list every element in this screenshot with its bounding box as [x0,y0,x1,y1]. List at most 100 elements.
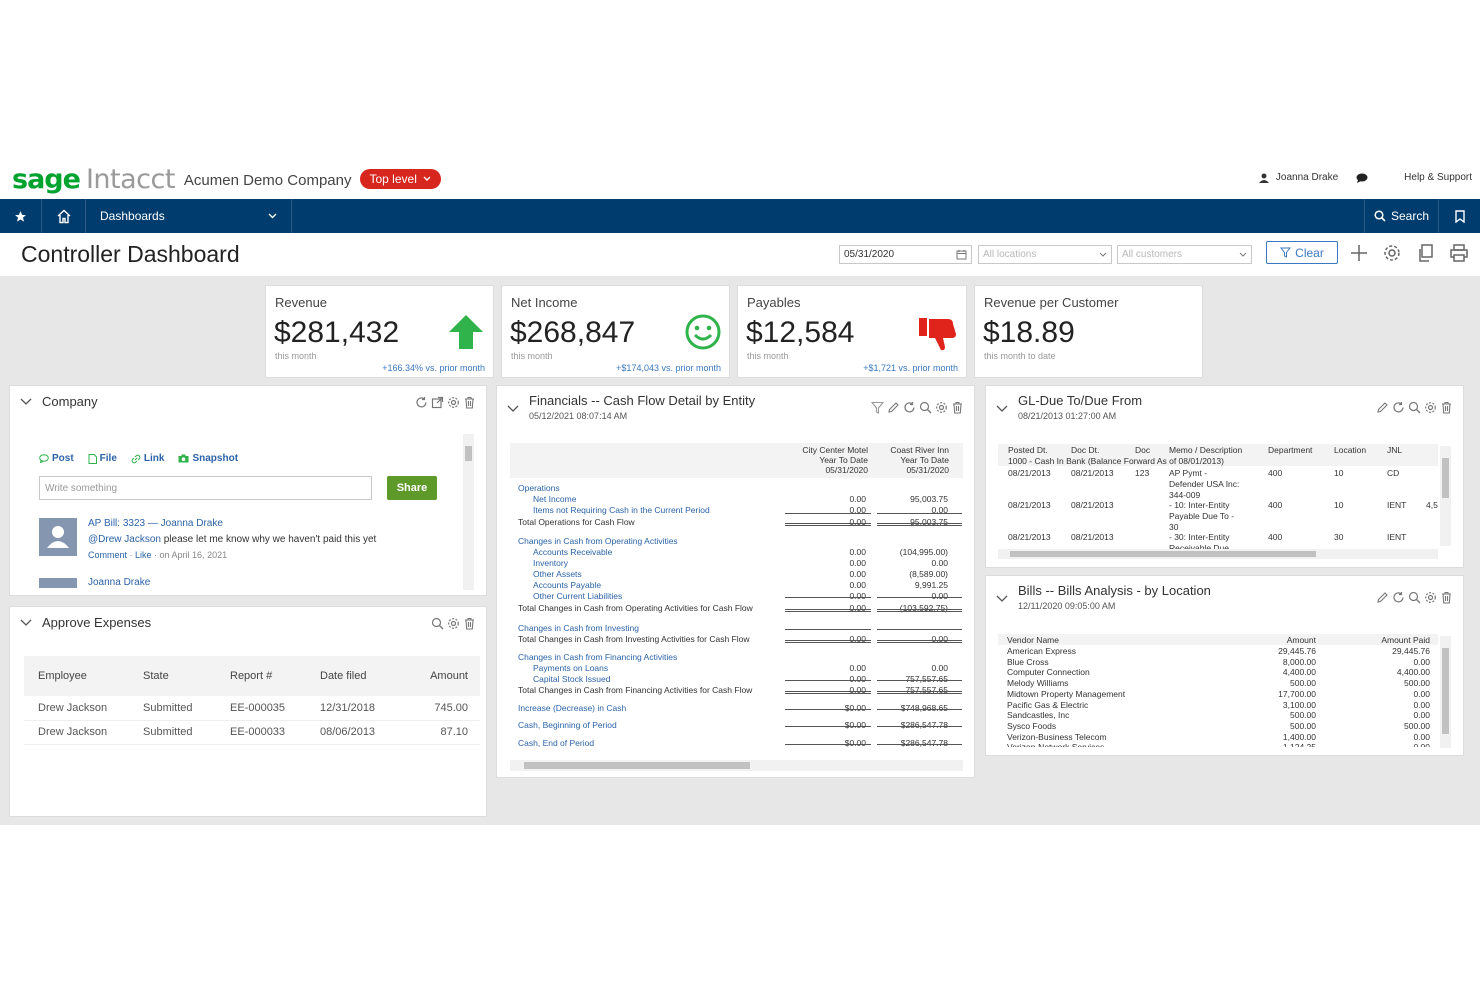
search-icon[interactable] [919,401,932,414]
tab-file[interactable]: File [88,453,117,464]
copy-icon[interactable] [1416,243,1436,263]
feed-scrollbar[interactable] [463,434,474,590]
col-header[interactable]: Date filed [306,656,391,696]
collapse-chevron-icon[interactable] [20,619,32,627]
cell-report[interactable]: EE-000035 [216,696,306,721]
collapse-chevron-icon[interactable] [996,595,1008,603]
report-row-label[interactable]: Total Changes in Cash from Financing Act… [518,685,753,695]
table-row[interactable]: Drew Jackson Submitted EE-000033 08/06/2… [24,720,480,745]
refresh-icon[interactable] [1392,591,1405,604]
clear-filters-button[interactable]: Clear [1266,241,1338,264]
cell-vendor[interactable]: Melody Williams [1007,678,1069,689]
scrollbar-thumb[interactable] [1442,648,1449,734]
kpi-card-revenue-per-customer[interactable]: Revenue per Customer $18.89 this month t… [974,285,1203,378]
kpi-card-net-income[interactable]: Net Income $268,847 this month +$174,043… [501,285,730,378]
report-row-label[interactable]: Other Current Liabilities [533,591,623,601]
pencil-icon[interactable] [1376,591,1389,604]
report-row-label[interactable]: Total Operations for Cash Flow [518,517,635,527]
cell-vendor[interactable]: Sysco Foods [1007,720,1057,731]
locations-select[interactable]: All locations [978,245,1112,264]
refresh-icon[interactable] [903,401,916,414]
user-menu[interactable]: Joanna Drake [1258,172,1338,183]
report-row-label[interactable]: Increase (Decrease) in Cash [518,703,627,713]
messages-button[interactable] [1356,173,1386,183]
customers-select[interactable]: All customers [1117,245,1252,264]
kpi-card-payables[interactable]: Payables $12,584 this month +$1,721 vs. … [737,285,967,378]
print-icon[interactable] [1449,243,1469,263]
filter-icon[interactable] [871,401,884,414]
cell-vendor[interactable]: Computer Connection [1007,667,1090,678]
gear-icon[interactable] [1382,243,1402,263]
gear-icon[interactable] [447,617,460,630]
report-row-label[interactable]: Operations [518,483,560,493]
bills-vscrollbar[interactable] [1440,636,1451,748]
report-row-label[interactable]: Other Assets [533,569,582,579]
tab-link[interactable]: Link [131,453,164,464]
scrollbar-thumb[interactable] [1442,458,1449,498]
bookmark-button[interactable] [1438,199,1480,233]
collapse-chevron-icon[interactable] [996,405,1008,413]
cell-vendor[interactable]: Blue Cross [1007,656,1049,667]
pencil-icon[interactable] [1376,401,1389,414]
dashboards-menu[interactable]: Dashboards [86,199,292,233]
refresh-icon[interactable] [415,396,428,409]
report-row-label[interactable]: Capital Stock Issued [533,674,611,684]
report-row-label[interactable]: Net Income [533,494,577,504]
gl-vscrollbar[interactable] [1440,446,1451,546]
report-row-label[interactable]: Changes in Cash from Operating Activitie… [518,536,678,546]
gear-icon[interactable] [1424,591,1437,604]
report-row-label[interactable]: Inventory [533,558,568,568]
search-button[interactable]: Search [1364,199,1438,233]
scrollbar-thumb[interactable] [465,446,472,461]
post-input[interactable]: Write something [39,476,372,500]
trash-icon[interactable] [1440,591,1453,604]
col-header[interactable]: State [129,656,216,696]
add-icon[interactable] [1349,243,1369,263]
refresh-icon[interactable] [1392,401,1405,414]
cell-doc[interactable]: 123 [1135,468,1150,478]
trash-icon[interactable] [463,617,476,630]
col-header[interactable]: Report # [216,656,306,696]
sage-logo[interactable]: sage [12,163,81,195]
report-row-label[interactable]: Payments on Loans [533,663,609,673]
scrollbar-thumb[interactable] [524,762,750,769]
pencil-icon[interactable] [887,401,900,414]
table-row[interactable]: Drew Jackson Submitted EE-000035 12/31/2… [24,696,480,721]
report-row-label[interactable]: Total Changes in Cash from Investing Act… [518,634,750,644]
search-icon[interactable] [1408,401,1421,414]
report-row-label[interactable]: Changes in Cash from Investing [518,623,639,633]
cell-vendor[interactable]: Pacific Gas & Electric [1007,699,1089,710]
report-row-label[interactable]: Cash, Beginning of Period [518,720,617,730]
scrollbar-thumb[interactable] [1010,551,1316,557]
tab-snapshot[interactable]: Snapshot [178,453,238,464]
report-hscrollbar[interactable] [510,760,963,771]
cell-vendor[interactable]: American Express [1007,646,1076,656]
search-icon[interactable] [431,617,444,630]
entity-level-dropdown[interactable]: Top level [359,169,441,189]
cell-vendor[interactable]: Midtown Property Management [1007,688,1126,699]
favorites-button[interactable] [0,199,42,233]
like-link[interactable]: Like [135,550,152,560]
gear-icon[interactable] [1424,401,1437,414]
tab-post[interactable]: Post [39,453,74,464]
help-link[interactable]: Help & Support [1404,172,1472,183]
gear-icon[interactable] [447,396,460,409]
collapse-chevron-icon[interactable] [507,405,519,413]
comment-link[interactable]: Comment [88,550,128,560]
external-link-icon[interactable] [431,396,444,409]
cell-vendor[interactable]: Sandcastles, Inc [1007,710,1070,721]
date-filter[interactable]: 05/31/2020 [839,245,972,264]
report-row-label[interactable]: Total Changes in Cash from Operating Act… [518,603,753,613]
share-button[interactable]: Share [387,476,437,500]
trash-icon[interactable] [1440,401,1453,414]
col-header[interactable]: Employee [24,656,129,696]
kpi-card-revenue[interactable]: Revenue $281,432 this month +166.34% vs.… [265,285,494,378]
trash-icon[interactable] [951,401,964,414]
cell-report[interactable]: EE-000033 [216,720,306,745]
cell-vendor[interactable]: Verizon-Network Services [1007,742,1104,747]
report-row-label[interactable]: Accounts Payable [533,580,602,590]
cell-vendor[interactable]: Verizon-Business Telecom [1007,731,1107,742]
col-header[interactable]: Amount [391,656,480,696]
home-button[interactable] [42,199,86,233]
report-row-label[interactable]: Items not Requiring Cash in the Current … [533,505,710,515]
